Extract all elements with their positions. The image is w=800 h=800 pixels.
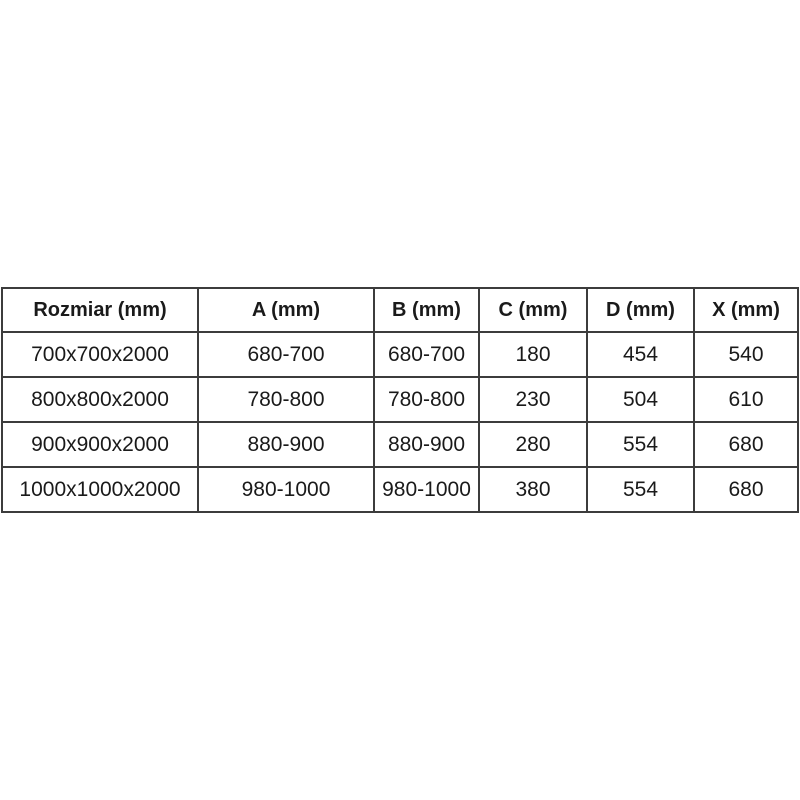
column-header-b: B (mm) [373, 287, 480, 333]
table-cell: 1000x1000x2000 [1, 466, 199, 513]
table-cell: 680 [693, 466, 799, 513]
column-header-d: D (mm) [586, 287, 695, 333]
table-cell: 380 [478, 466, 588, 513]
table-cell: 980-1000 [373, 466, 480, 513]
table-body: 700x700x2000 680-700 680-700 180 454 540 800x8… [1, 331, 799, 513]
table-cell: 554 [586, 421, 695, 468]
table-cell: 454 [586, 331, 695, 378]
table-cell: 900x900x2000 [1, 421, 199, 468]
column-header-a: A (mm) [197, 287, 375, 333]
table-cell: 680 [693, 421, 799, 468]
table-row: 900x900x2000 880-900 880-900 280 554 680 [1, 421, 799, 468]
table-cell: 800x800x2000 [1, 376, 199, 423]
table-row: 800x800x2000 780-800 780-800 230 504 610 [1, 376, 799, 423]
table-cell: 880-900 [197, 421, 375, 468]
table-cell: 880-900 [373, 421, 480, 468]
table-cell: 504 [586, 376, 695, 423]
table-cell: 780-800 [197, 376, 375, 423]
table-cell: 540 [693, 331, 799, 378]
column-header-c: C (mm) [478, 287, 588, 333]
header-row: Rozmiar (mm) A (mm) B (mm) C (mm) D (mm)… [1, 287, 799, 333]
table-cell: 230 [478, 376, 588, 423]
column-header-x: X (mm) [693, 287, 799, 333]
table-cell: 280 [478, 421, 588, 468]
table-cell: 700x700x2000 [1, 331, 199, 378]
column-header-rozmiar: Rozmiar (mm) [1, 287, 199, 333]
table-cell: 680-700 [197, 331, 375, 378]
table-row: 700x700x2000 680-700 680-700 180 454 540 [1, 331, 799, 378]
table-cell: 554 [586, 466, 695, 513]
table-cell: 680-700 [373, 331, 480, 378]
table-cell: 980-1000 [197, 466, 375, 513]
table-row: 1000x1000x2000 980-1000 980-1000 380 554 680 [1, 466, 799, 513]
table-cell: 610 [693, 376, 799, 423]
dimensions-spec-table: Rozmiar (mm) A (mm) B (mm) C (mm) D (mm)… [1, 287, 799, 513]
table-cell: 180 [478, 331, 588, 378]
table-cell: 780-800 [373, 376, 480, 423]
